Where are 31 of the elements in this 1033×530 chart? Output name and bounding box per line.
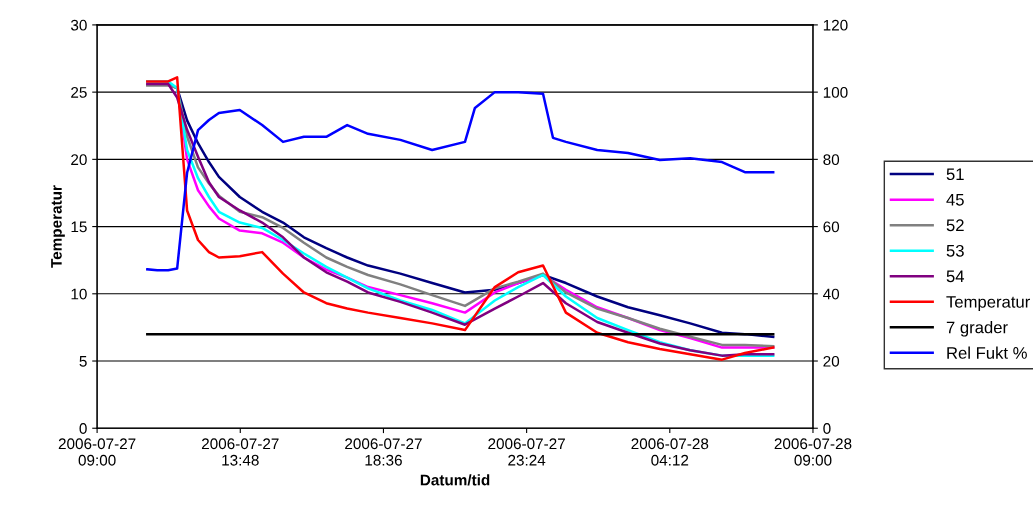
y2-tick-label: 60 [823, 221, 840, 233]
x-tick-label: 2006-07-27 23:24 [488, 438, 565, 466]
y-tick-label: 25 [71, 87, 87, 98]
legend-label: Temperatur [946, 296, 1030, 312]
y-axis-title: Temperatur [51, 185, 65, 268]
x-tick-label: 2006-07-28 04:12 [631, 438, 709, 466]
y2-tick-label: 40 [823, 288, 840, 300]
x-tick-label: 2006-07-27 13:48 [201, 438, 279, 466]
x-tick-label: 2006-07-28 09:00 [774, 438, 852, 466]
legend-label: 45 [946, 194, 964, 206]
line-series [146, 90, 775, 272]
y-tick-label: 0 [79, 423, 87, 434]
y-tick-label: 30 [70, 19, 87, 31]
y-tick-label: 15 [71, 221, 87, 233]
legend-label: 53 [946, 244, 964, 257]
legend-label: 54 [946, 270, 965, 283]
y-tick-label: 10 [71, 288, 87, 300]
legend-label: 52 [946, 219, 964, 232]
legend-label: 7 grader [946, 321, 1008, 337]
x-axis-title: Datum/tid [420, 474, 490, 486]
y-tick-label: 20 [71, 154, 87, 166]
legend-label: Rel Fukt % [947, 346, 1027, 359]
legend-label: 51 [946, 168, 964, 181]
y-tick-label: 5 [79, 356, 87, 367]
y2-tick-label: 80 [823, 154, 840, 166]
x-tick-label: 2006-07-27 18:36 [345, 438, 422, 466]
x-tick-label: 2006-07-27 09:00 [58, 438, 136, 466]
y2-tick-label: 120 [823, 19, 848, 31]
y2-tick-label: 20 [823, 355, 840, 367]
y2-tick-label: 0 [823, 423, 831, 434]
y2-tick-label: 100 [823, 87, 848, 98]
